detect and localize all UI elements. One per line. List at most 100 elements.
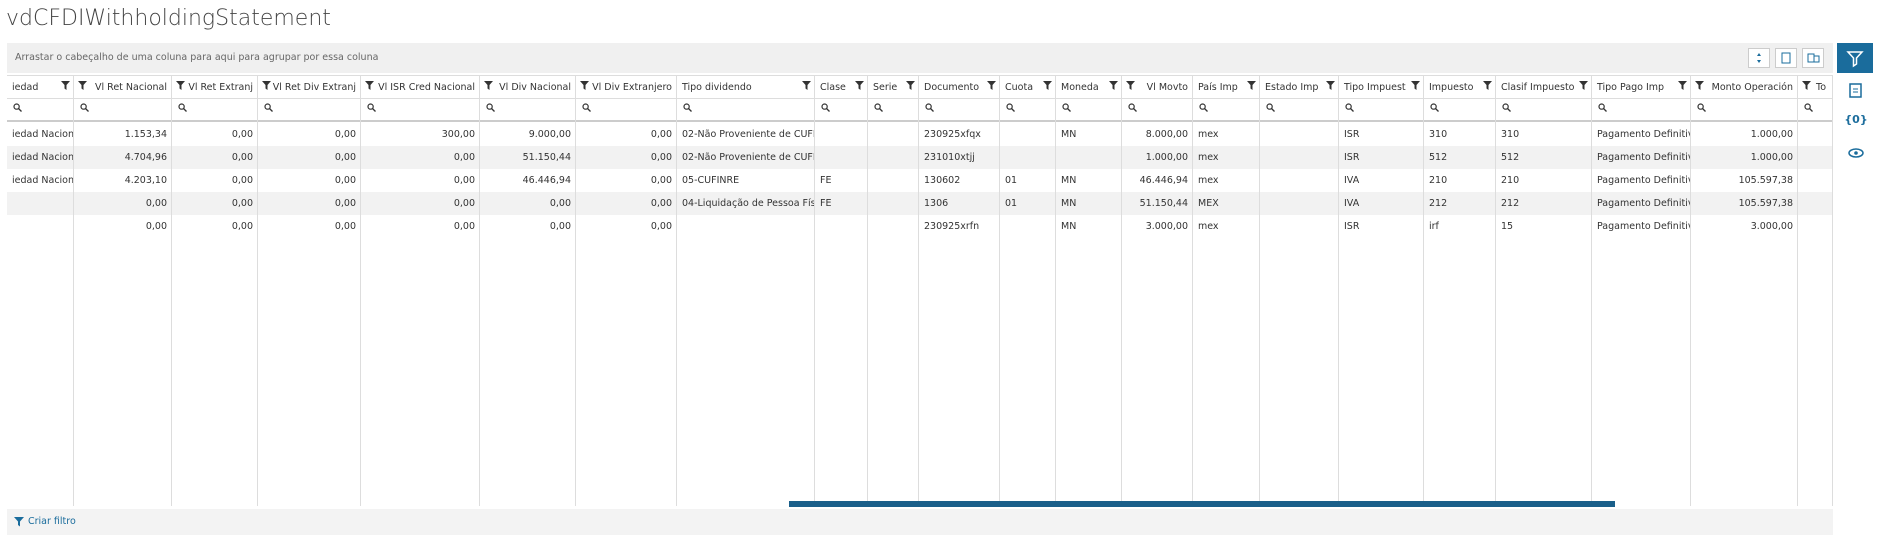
filter-input[interactable] <box>1122 98 1193 121</box>
column-filter-icon[interactable] <box>365 76 374 99</box>
filter-input[interactable] <box>172 98 258 121</box>
column-filter-icon[interactable] <box>1802 81 1811 93</box>
column-divider <box>676 76 677 506</box>
column-header[interactable]: Impuesto <box>1424 76 1496 99</box>
column-header[interactable]: Vl Movto <box>1122 76 1193 99</box>
table-cell: 310 <box>1429 129 1448 140</box>
column-filter-icon[interactable] <box>1043 76 1052 99</box>
table-cell: MN <box>1061 129 1077 140</box>
table-cell: 0,00 <box>650 152 672 163</box>
column-filter-icon[interactable] <box>987 76 996 99</box>
column-header[interactable]: Clasif Impuesto <box>1496 76 1592 99</box>
column-filter-icon[interactable] <box>262 76 271 99</box>
column-header[interactable]: Vl Div Nacional <box>480 76 576 99</box>
column-filter-icon[interactable] <box>1247 76 1256 99</box>
table-cell: 512 <box>1429 152 1448 163</box>
column-header[interactable]: Documento <box>919 76 1000 99</box>
column-header[interactable]: Moneda <box>1056 76 1122 99</box>
table-cell: 0,00 <box>453 175 475 186</box>
column-header[interactable]: Tipo Impuest <box>1339 76 1424 99</box>
filter-input[interactable] <box>1056 98 1122 121</box>
column-divider <box>1121 76 1122 506</box>
filter-input[interactable] <box>480 98 576 121</box>
column-label: Moneda <box>1061 82 1099 93</box>
column-filter-icon[interactable] <box>1483 76 1492 99</box>
filter-input[interactable] <box>361 98 480 121</box>
column-header[interactable]: Monto Operación <box>1691 76 1798 99</box>
filter-input[interactable] <box>868 98 919 121</box>
column-header[interactable]: Estado Imp <box>1260 76 1339 99</box>
filter-input[interactable] <box>7 98 74 121</box>
column-header[interactable]: Tipo dividendo <box>677 76 815 99</box>
filter-input[interactable] <box>74 98 172 121</box>
sort-button[interactable] <box>1748 48 1770 68</box>
column-header[interactable]: Cuota <box>1000 76 1056 99</box>
table-cell: 0,00 <box>453 221 475 232</box>
column-filter-icon[interactable] <box>906 76 915 99</box>
column-label: Serie <box>873 82 898 93</box>
column-filter-icon[interactable] <box>78 76 87 99</box>
column-filter-icon[interactable] <box>61 76 70 99</box>
filter-input[interactable] <box>1691 98 1798 121</box>
column-divider <box>1797 76 1798 506</box>
table-cell: MN <box>1061 221 1077 232</box>
column-header[interactable]: Vl Ret Div Extranj <box>258 76 361 99</box>
table-cell: MN <box>1061 198 1077 209</box>
table-cell: irf <box>1429 221 1439 232</box>
column-filter-icon[interactable] <box>580 76 589 99</box>
column-label: Estado Imp <box>1265 82 1319 93</box>
filter-input[interactable] <box>1260 98 1339 121</box>
column-divider <box>360 76 361 506</box>
column-filter-icon[interactable] <box>1126 76 1135 99</box>
column-header[interactable]: Clase <box>815 76 868 99</box>
column-header[interactable]: Vl Ret Extranj <box>172 76 258 99</box>
column-divider <box>73 76 74 506</box>
table-cell: 212 <box>1429 198 1448 209</box>
table-cell: 0,00 <box>453 198 475 209</box>
column-header[interactable]: Tipo Pago Imp <box>1592 76 1691 99</box>
column-divider <box>1495 76 1496 506</box>
table-cell: MEX <box>1198 198 1219 209</box>
filter-input[interactable] <box>576 98 677 121</box>
export-button[interactable] <box>1775 48 1797 68</box>
column-header[interactable]: País Imp <box>1193 76 1260 99</box>
scrollbar[interactable] <box>789 501 1615 507</box>
column-filter-icon[interactable] <box>1109 76 1118 99</box>
column-header[interactable]: To <box>1798 76 1833 99</box>
column-filter-icon[interactable] <box>176 76 185 99</box>
table-cell: 05-CUFINRE <box>682 175 740 186</box>
filter-input[interactable] <box>677 98 815 121</box>
column-header[interactable]: Vl Ret Nacional <box>74 76 172 99</box>
column-filter-icon[interactable] <box>1695 76 1704 99</box>
filter-input[interactable] <box>258 98 361 121</box>
filter-input[interactable] <box>1193 98 1260 121</box>
filter-input[interactable] <box>919 98 1000 121</box>
column-filter-icon[interactable] <box>1579 76 1588 99</box>
table-cell: 0,00 <box>231 175 253 186</box>
filter-panel-button[interactable] <box>1837 43 1873 73</box>
column-header[interactable]: Vl ISR Cred Nacional <box>361 76 480 99</box>
column-filter-icon[interactable] <box>855 76 864 99</box>
column-filter-icon[interactable] <box>1678 76 1687 99</box>
column-header[interactable]: iedad <box>7 76 74 99</box>
column-filter-icon[interactable] <box>802 76 811 99</box>
filter-input[interactable] <box>815 98 868 121</box>
table-cell: IVA <box>1344 175 1360 186</box>
columns-button[interactable] <box>1802 48 1824 68</box>
column-filter-icon[interactable] <box>1326 76 1335 99</box>
filter-input[interactable] <box>1592 98 1691 121</box>
filter-input[interactable] <box>1000 98 1056 121</box>
table-cell: 1.153,34 <box>124 129 167 140</box>
side-icons[interactable]: {0} <box>1844 80 1868 170</box>
column-header[interactable]: Serie <box>868 76 919 99</box>
filter-input[interactable] <box>1496 98 1592 121</box>
column-header[interactable]: Vl Div Extranjero <box>576 76 677 99</box>
create-filter[interactable]: Criar filtro <box>28 516 76 527</box>
table-cell: 130602 <box>924 175 961 186</box>
column-filter-icon[interactable] <box>1411 76 1420 99</box>
filter-input[interactable] <box>1424 98 1496 121</box>
table-cell: mex <box>1198 152 1219 163</box>
filter-input[interactable] <box>1798 98 1833 121</box>
column-filter-icon[interactable] <box>484 76 493 99</box>
filter-input[interactable] <box>1339 98 1424 121</box>
